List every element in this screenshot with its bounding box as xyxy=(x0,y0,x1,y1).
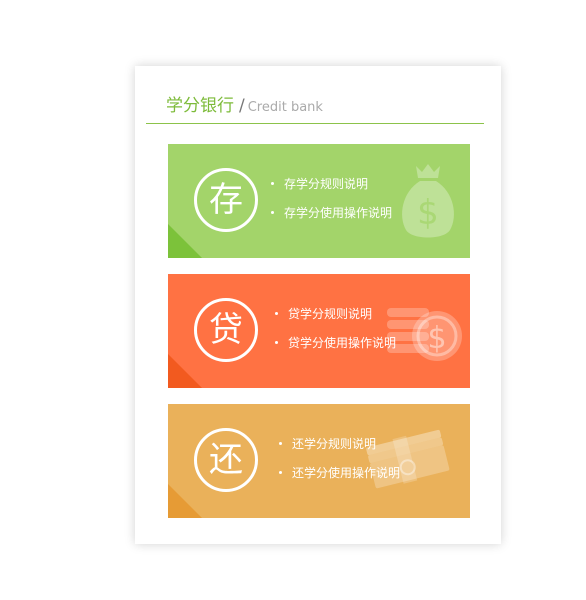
loan-rules-link[interactable]: 贷学分规则说明 xyxy=(275,307,396,321)
page-title: 学分银行 xyxy=(166,96,234,116)
deposit-rules-link[interactable]: 存学分规则说明 xyxy=(271,177,392,191)
repay-links: 还学分规则说明 还学分使用操作说明 xyxy=(279,437,400,495)
repay-rules-link[interactable]: 还学分规则说明 xyxy=(279,437,400,451)
loan-badge: 贷 xyxy=(194,298,258,362)
coin-stack-icon: $ xyxy=(387,308,462,361)
money-bag-icon: $ xyxy=(402,164,454,238)
repay-card: 还 还学分规则说明 还学分使用操作说明 xyxy=(168,404,470,518)
page-subtitle: Credit bank xyxy=(247,100,323,115)
deposit-card: $ 存 存学分规则说明 存学分使用操作说明 xyxy=(168,144,470,258)
repay-badge: 还 xyxy=(194,428,258,492)
credit-bank-panel: 学分银行 / Credit bank $ 存 存学分规则说明 存学分使用操作说明 $… xyxy=(135,66,501,544)
card-corner-accent xyxy=(168,484,202,518)
svg-text:$: $ xyxy=(427,321,446,356)
cash-bundle-icon xyxy=(366,429,450,489)
header-divider xyxy=(146,123,484,124)
loan-guide-link[interactable]: 贷学分使用操作说明 xyxy=(275,336,396,350)
panel-header: 学分银行 / Credit bank xyxy=(166,94,323,118)
repay-guide-link[interactable]: 还学分使用操作说明 xyxy=(279,466,400,480)
deposit-badge: 存 xyxy=(194,168,258,232)
card-corner-accent xyxy=(168,224,202,258)
loan-card: $ 贷 贷学分规则说明 贷学分使用操作说明 xyxy=(168,274,470,388)
svg-text:$: $ xyxy=(417,193,439,233)
loan-links: 贷学分规则说明 贷学分使用操作说明 xyxy=(275,307,396,365)
deposit-links: 存学分规则说明 存学分使用操作说明 xyxy=(271,177,392,235)
title-separator: / xyxy=(239,96,245,116)
deposit-guide-link[interactable]: 存学分使用操作说明 xyxy=(271,206,392,220)
card-corner-accent xyxy=(168,354,202,388)
